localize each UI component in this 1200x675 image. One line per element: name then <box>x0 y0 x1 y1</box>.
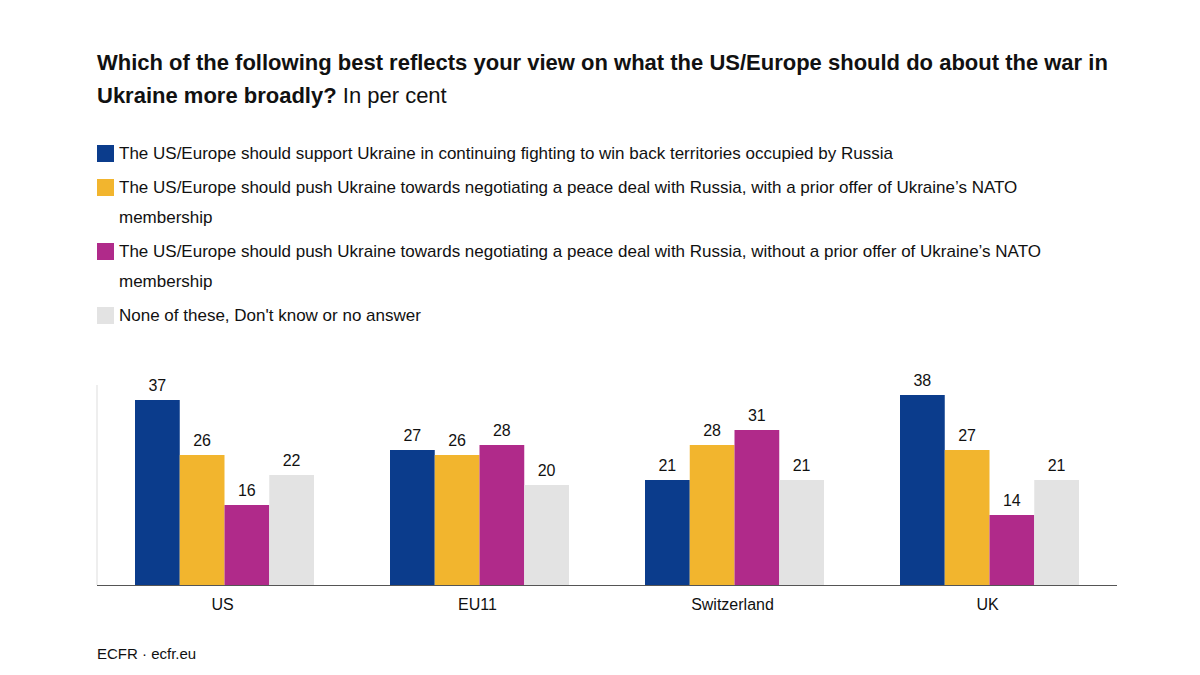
subtitle: In per cent <box>343 83 447 108</box>
bar <box>779 480 824 585</box>
legend-item: The US/Europe should push Ukraine toward… <box>97 237 1107 297</box>
data-label: 16 <box>238 482 256 499</box>
legend-item: None of these, Don't know or no answer <box>97 301 1107 331</box>
data-label: 21 <box>793 457 811 474</box>
data-label: 31 <box>748 407 766 424</box>
bar <box>135 400 180 585</box>
bar <box>180 455 225 585</box>
bar <box>524 485 569 585</box>
legend-item: The US/Europe should support Ukraine in … <box>97 139 1107 169</box>
data-label: 28 <box>703 422 721 439</box>
bar <box>269 475 314 585</box>
legend-swatch <box>97 243 114 260</box>
bar <box>645 480 690 585</box>
y-axis-line <box>97 385 98 585</box>
x-tick-label: EU11 <box>458 596 497 613</box>
legend-swatch <box>97 145 114 162</box>
bar <box>1034 480 1079 585</box>
data-label: 38 <box>913 372 931 389</box>
data-label: 20 <box>538 462 556 479</box>
bars <box>135 395 1079 585</box>
bar <box>690 445 735 585</box>
data-label: 28 <box>493 422 511 439</box>
chart: 37 26 16 22 27 26 28 20 21 28 31 21 38 27 14 21 US EU11 Sw… <box>0 0 1200 675</box>
legend: The US/Europe should support Ukraine in … <box>97 139 1107 335</box>
data-label: 26 <box>193 432 211 449</box>
bar <box>900 395 945 585</box>
header: Which of the following best reflects you… <box>97 46 1117 112</box>
bar <box>435 455 480 585</box>
x-tick-label: UK <box>976 596 999 613</box>
x-axis-line <box>97 585 1117 586</box>
bar <box>225 505 270 585</box>
data-label: 21 <box>658 457 676 474</box>
legend-label: The US/Europe should push Ukraine toward… <box>119 242 1041 291</box>
legend-swatch <box>97 179 114 196</box>
data-label: 22 <box>283 452 301 469</box>
legend-label: The US/Europe should push Ukraine toward… <box>119 178 1017 227</box>
data-label: 21 <box>1048 457 1066 474</box>
x-tick-label: US <box>211 596 233 613</box>
legend-label: None of these, Don't know or no answer <box>119 306 421 325</box>
legend-swatch <box>97 307 114 324</box>
data-label: 37 <box>148 377 166 394</box>
data-label: 14 <box>1003 492 1021 509</box>
data-label: 26 <box>448 432 466 449</box>
legend-label: The US/Europe should support Ukraine in … <box>119 144 893 163</box>
bar <box>480 445 525 585</box>
bar <box>990 515 1035 585</box>
bar <box>390 450 435 585</box>
data-labels: 37 26 16 22 27 26 28 20 21 28 31 21 38 27 14 21 <box>148 372 1065 509</box>
bar <box>945 450 990 585</box>
source: ECFR · ecfr.eu <box>97 645 196 662</box>
data-label: 27 <box>958 427 976 444</box>
bar <box>735 430 780 585</box>
x-tick-label: Switzerland <box>691 596 774 613</box>
legend-item: The US/Europe should push Ukraine toward… <box>97 173 1107 233</box>
title: Which of the following best reflects you… <box>97 50 1108 108</box>
data-label: 27 <box>403 427 421 444</box>
